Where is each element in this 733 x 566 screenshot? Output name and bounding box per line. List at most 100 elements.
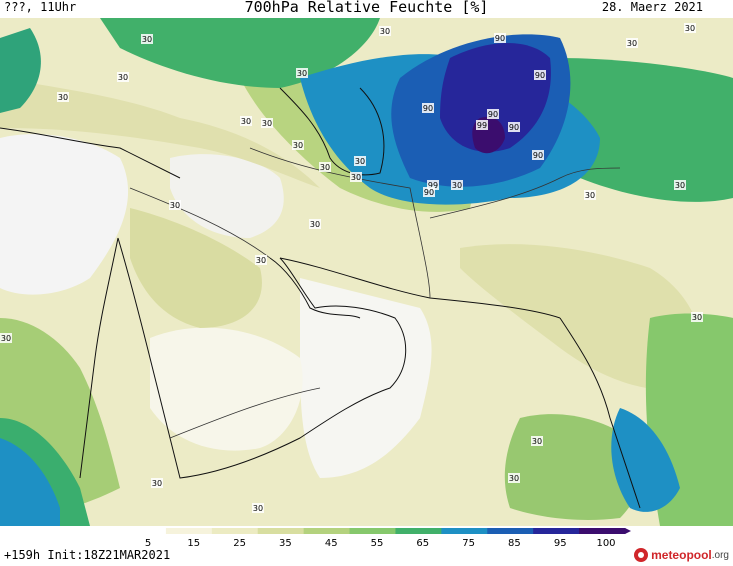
coast-arabia bbox=[117, 237, 407, 479]
contour-label-bg bbox=[292, 140, 304, 150]
contour-label-bg bbox=[476, 120, 488, 130]
border-india bbox=[429, 167, 621, 219]
dry-zone-gulf bbox=[300, 278, 432, 478]
contour-label-bg bbox=[252, 503, 264, 513]
legend-tick-label: 65 bbox=[416, 538, 429, 548]
contour-label-bg bbox=[0, 333, 12, 343]
blue-zone-westcoast bbox=[0, 438, 60, 526]
contour-label-bg bbox=[309, 219, 321, 229]
contour-label: 30 bbox=[532, 437, 542, 446]
forecast-label: ???, 11Uhr bbox=[4, 0, 77, 14]
contour-label-bg bbox=[423, 187, 435, 197]
contour-label-bg bbox=[354, 156, 366, 166]
contour-label-bg bbox=[141, 34, 153, 44]
legend-swatch bbox=[533, 528, 580, 534]
contour-label: 90 bbox=[488, 110, 498, 119]
contour-label-bg bbox=[532, 150, 544, 160]
contour-label-bg bbox=[169, 200, 181, 210]
tan-zone-north bbox=[0, 78, 320, 188]
humidity-map: 30 30 30 30 30 30 30 30 30 30 30 30 30 30 30 30 30 30 30 30… bbox=[0, 18, 733, 526]
contour-label: 99 bbox=[477, 121, 487, 130]
contour-label-bg bbox=[487, 109, 499, 119]
contour-label-bg bbox=[350, 172, 362, 182]
contour-label-bg bbox=[240, 116, 252, 126]
legend-swatch bbox=[349, 528, 396, 534]
contour-label-bg bbox=[255, 255, 267, 265]
contour-label: 30 bbox=[297, 69, 307, 78]
contour-label-bg bbox=[674, 180, 686, 190]
color-legend: 5 15 25 35 45 55 65 75 85 95 100 bbox=[0, 526, 733, 566]
legend-tick-label: 75 bbox=[462, 538, 475, 548]
legend-swatch bbox=[257, 528, 305, 534]
meteopool-logo-icon bbox=[634, 548, 649, 562]
indigo-zone-core bbox=[440, 43, 551, 152]
border-yemen bbox=[169, 387, 321, 439]
teal-zone-north bbox=[100, 18, 380, 88]
map-title: 700hPa Relative Feuchte [%] bbox=[244, 0, 489, 16]
legend-swatch bbox=[303, 528, 351, 534]
coast-mediterranean bbox=[0, 127, 181, 179]
contour-label: 90 bbox=[495, 34, 505, 43]
contour-label-bg bbox=[57, 92, 69, 102]
teal-zone-east bbox=[551, 58, 733, 202]
contour-label-bg bbox=[534, 70, 546, 80]
legend-tick-label: 35 bbox=[279, 538, 292, 548]
contour-label: 30 bbox=[675, 181, 685, 190]
contour-label-bg bbox=[379, 26, 391, 36]
coast-redsea bbox=[79, 237, 119, 479]
legend-tick-label: 5 bbox=[145, 538, 151, 548]
teal-zone-west-edge bbox=[0, 28, 41, 113]
contour-label: 30 bbox=[351, 173, 361, 182]
meteopool-logo[interactable]: meteopool .org bbox=[634, 545, 729, 565]
contour-label-bg bbox=[151, 478, 163, 488]
contour-label-bg bbox=[626, 38, 638, 48]
legend-tick-label: 15 bbox=[187, 538, 200, 548]
contour-label: 30 bbox=[170, 201, 180, 210]
contour-label: 30 bbox=[256, 256, 266, 265]
contour-label-bg bbox=[451, 180, 463, 190]
coast-gulf bbox=[269, 257, 361, 319]
tan-zone-saudi bbox=[130, 208, 262, 328]
legend-swatch bbox=[395, 528, 442, 534]
contour-label-bg bbox=[531, 436, 543, 446]
legend-ticks: 5 15 25 35 45 55 65 75 85 95 100 bbox=[145, 538, 616, 549]
contour-label: 30 bbox=[253, 504, 263, 513]
contour-label: 30 bbox=[380, 27, 390, 36]
contour-label-bg bbox=[319, 162, 331, 172]
contour-label-bg bbox=[427, 180, 439, 190]
legend-arrow bbox=[625, 528, 631, 534]
run-info: +159h Init:18Z21MAR2021 bbox=[4, 548, 171, 562]
legend-tick-label: 25 bbox=[233, 538, 246, 548]
border-iran bbox=[249, 147, 431, 299]
legend-tick-label: 95 bbox=[554, 538, 567, 548]
legend-swatch bbox=[165, 528, 213, 534]
contour-label: 90 bbox=[509, 123, 519, 132]
legend-tick-label: 55 bbox=[371, 538, 384, 548]
blue-zone-india-coast bbox=[611, 408, 680, 512]
contour-label: 30 bbox=[241, 117, 251, 126]
border-saudi bbox=[129, 187, 271, 259]
contour-label: 30 bbox=[293, 141, 303, 150]
dry-zone-arabia bbox=[150, 327, 303, 451]
contour-label-bg bbox=[296, 68, 308, 78]
contour-label-bg bbox=[691, 312, 703, 322]
brand-name: meteopool bbox=[651, 548, 712, 562]
forecast-date: 28. Maerz 2021 bbox=[601, 0, 703, 14]
contour-label-bg bbox=[117, 72, 129, 82]
contour-label: 90 bbox=[423, 104, 433, 113]
legend-swatch bbox=[579, 528, 626, 534]
contour-label: 30 bbox=[152, 479, 162, 488]
contour-label-bg bbox=[422, 103, 434, 113]
contour-label: 30 bbox=[310, 220, 320, 229]
contour-label: 30 bbox=[452, 181, 462, 190]
map-lines bbox=[0, 87, 641, 509]
coast-india bbox=[559, 317, 641, 509]
contour-label-bg bbox=[684, 23, 696, 33]
legend-tick-label: 45 bbox=[325, 538, 338, 548]
legend-swatch bbox=[441, 528, 488, 534]
header-bar: ???, 11Uhr 700hPa Relative Feuchte [%] 2… bbox=[0, 0, 733, 18]
contour-label: 30 bbox=[118, 73, 128, 82]
contour-labels: 30 30 30 30 30 30 30 30 30 30 30 30 30 30 30 30 30 30 30 30… bbox=[0, 23, 703, 513]
legend-tick-label: 100 bbox=[596, 538, 615, 548]
tan-zone-india bbox=[460, 244, 704, 391]
